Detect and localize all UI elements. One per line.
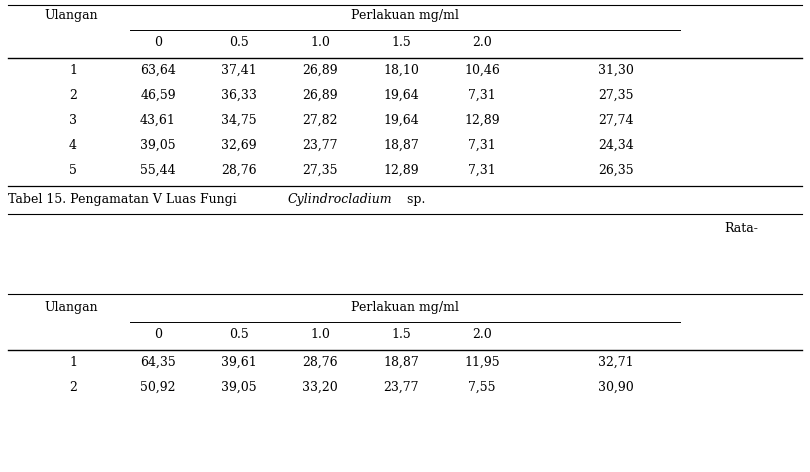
Text: 34,75: 34,75 xyxy=(221,114,257,127)
Text: 12,89: 12,89 xyxy=(464,114,500,127)
Text: 63,64: 63,64 xyxy=(140,64,176,77)
Text: Cylindrocladium: Cylindrocladium xyxy=(288,194,392,207)
Text: Tabel 15. Pengamatan V Luas Fungi: Tabel 15. Pengamatan V Luas Fungi xyxy=(8,194,241,207)
Text: 3: 3 xyxy=(69,114,77,127)
Text: 27,35: 27,35 xyxy=(598,89,633,102)
Text: 5: 5 xyxy=(69,164,77,177)
Text: 64,35: 64,35 xyxy=(140,356,176,369)
Text: 39,05: 39,05 xyxy=(221,381,257,394)
Text: 1.5: 1.5 xyxy=(391,328,411,340)
Text: sp.: sp. xyxy=(403,194,425,207)
Text: 2.0: 2.0 xyxy=(472,36,492,50)
Text: 7,31: 7,31 xyxy=(468,89,496,102)
Text: 26,89: 26,89 xyxy=(302,64,338,77)
Text: 27,35: 27,35 xyxy=(302,164,338,177)
Text: 11,95: 11,95 xyxy=(464,356,500,369)
Text: 10,46: 10,46 xyxy=(464,64,500,77)
Text: 37,41: 37,41 xyxy=(221,64,257,77)
Text: 7,55: 7,55 xyxy=(468,381,496,394)
Text: 1: 1 xyxy=(69,64,77,77)
Text: 27,82: 27,82 xyxy=(302,114,338,127)
Text: 0.5: 0.5 xyxy=(229,36,249,50)
Text: Ulangan: Ulangan xyxy=(45,302,98,314)
Text: 32,71: 32,71 xyxy=(598,356,633,369)
Text: 19,64: 19,64 xyxy=(383,114,419,127)
Text: 0.5: 0.5 xyxy=(229,328,249,340)
Text: 50,92: 50,92 xyxy=(140,381,176,394)
Text: 26,35: 26,35 xyxy=(598,164,633,177)
Text: 19,64: 19,64 xyxy=(383,89,419,102)
Text: Perlakuan mg/ml: Perlakuan mg/ml xyxy=(351,302,459,314)
Text: 23,77: 23,77 xyxy=(302,139,338,152)
Text: 32,69: 32,69 xyxy=(221,139,257,152)
Text: 1.0: 1.0 xyxy=(310,36,330,50)
Text: 4: 4 xyxy=(69,139,77,152)
Text: 0: 0 xyxy=(154,328,162,340)
Text: 18,87: 18,87 xyxy=(383,139,419,152)
Text: 43,61: 43,61 xyxy=(140,114,176,127)
Text: 36,33: 36,33 xyxy=(221,89,257,102)
Text: 1.5: 1.5 xyxy=(391,36,411,50)
Text: 2.0: 2.0 xyxy=(472,328,492,340)
Text: 7,31: 7,31 xyxy=(468,164,496,177)
Text: 1: 1 xyxy=(69,356,77,369)
Text: 18,10: 18,10 xyxy=(383,64,419,77)
Text: 2: 2 xyxy=(69,89,77,102)
Text: 2: 2 xyxy=(69,381,77,394)
Text: 30,90: 30,90 xyxy=(598,381,633,394)
Text: Ulangan: Ulangan xyxy=(45,8,98,22)
Text: 39,61: 39,61 xyxy=(221,356,257,369)
Text: 23,77: 23,77 xyxy=(383,381,419,394)
Text: 1.0: 1.0 xyxy=(310,328,330,340)
Text: 28,76: 28,76 xyxy=(221,164,257,177)
Text: Perlakuan mg/ml: Perlakuan mg/ml xyxy=(351,8,459,22)
Text: Rata-: Rata- xyxy=(724,221,758,235)
Text: 33,20: 33,20 xyxy=(302,381,338,394)
Text: 28,76: 28,76 xyxy=(302,356,338,369)
Text: 12,89: 12,89 xyxy=(383,164,419,177)
Text: 55,44: 55,44 xyxy=(140,164,176,177)
Text: 0: 0 xyxy=(154,36,162,50)
Text: 7,31: 7,31 xyxy=(468,139,496,152)
Text: 39,05: 39,05 xyxy=(140,139,176,152)
Text: 24,34: 24,34 xyxy=(598,139,633,152)
Text: 26,89: 26,89 xyxy=(302,89,338,102)
Text: 27,74: 27,74 xyxy=(598,114,633,127)
Text: 46,59: 46,59 xyxy=(140,89,176,102)
Text: 31,30: 31,30 xyxy=(598,64,633,77)
Text: 18,87: 18,87 xyxy=(383,356,419,369)
